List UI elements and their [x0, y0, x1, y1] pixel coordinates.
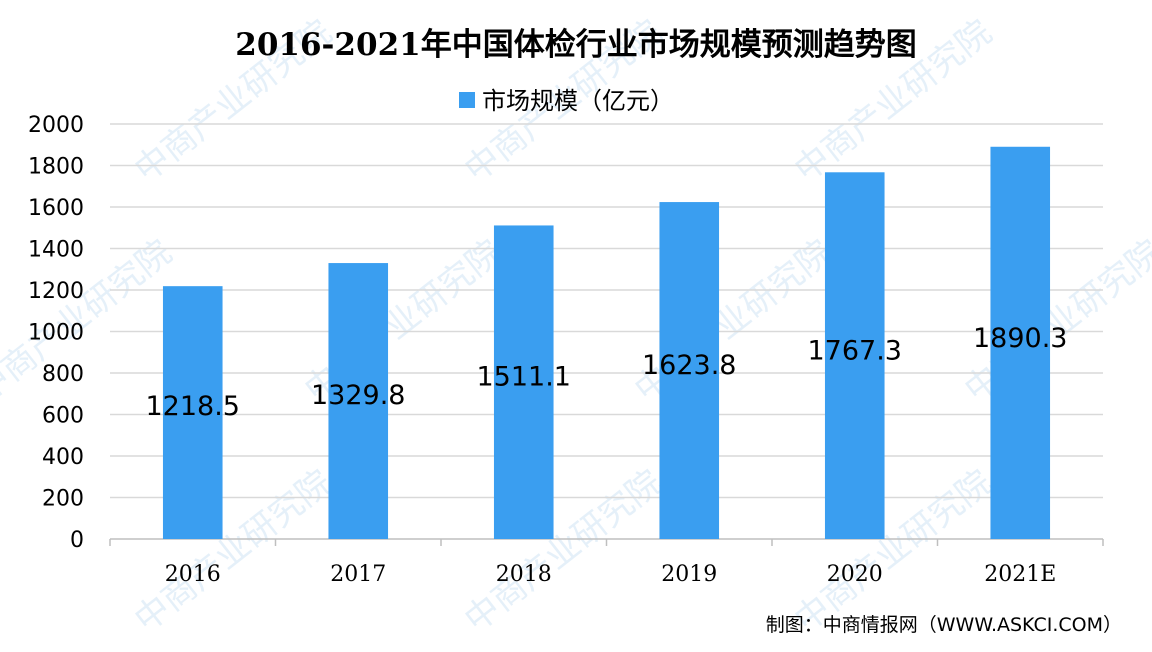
y-tick-label: 1200 — [28, 279, 84, 304]
x-tick-label: 2018 — [496, 562, 552, 587]
watermark-text: 中商产业研究院 — [957, 232, 1152, 410]
watermark-text: 中商产业研究院 — [0, 232, 179, 410]
data-label: 1218.5 — [146, 391, 240, 422]
bar — [493, 225, 554, 539]
watermark-text: 中商产业研究院 — [127, 462, 339, 640]
y-tick-label: 200 — [42, 487, 84, 512]
watermark-text: 中商产业研究院 — [627, 232, 839, 410]
bar — [990, 146, 1051, 539]
gridlines — [110, 123, 1103, 499]
x-tick-label: 2021E — [984, 562, 1056, 587]
data-label: 1890.3 — [973, 323, 1067, 354]
y-tick-label: 600 — [42, 404, 84, 429]
legend-label: 市场规模（亿元） — [482, 87, 674, 115]
y-tick-labels: 0 200 400 600 800 1000 1200 1400 1600 1800 2000 — [28, 113, 84, 553]
y-tick-label: 0 — [70, 528, 84, 553]
x-tick-labels: 2016 2017 2018 2019 2020 2021E — [165, 562, 1057, 587]
x-tick-label: 2016 — [165, 562, 221, 587]
y-tick-label: 400 — [42, 445, 84, 470]
x-tick-label: 2020 — [827, 562, 883, 587]
y-tick-label: 1800 — [28, 155, 84, 180]
y-tick-label: 2000 — [28, 113, 84, 138]
watermark-text: 中商产业研究院 — [457, 462, 669, 640]
bar — [659, 202, 720, 539]
chart-title: 2016-2021年中国体检行业市场规模预测趋势图 — [235, 27, 916, 63]
y-tick-label: 1000 — [28, 321, 84, 346]
y-tick-label: 1400 — [28, 238, 84, 263]
bars — [109, 146, 1104, 546]
data-label: 1767.3 — [808, 335, 902, 366]
data-label: 1623.8 — [642, 350, 736, 381]
y-tick-label: 1600 — [28, 196, 84, 221]
bar — [162, 286, 223, 539]
data-label: 1329.8 — [311, 380, 405, 411]
data-labels: 1218.5 1329.8 1511.1 1623.8 1767.3 1890.3 — [146, 323, 1068, 422]
y-tick-label: 800 — [42, 362, 84, 387]
bar — [824, 172, 885, 539]
x-tick-label: 2019 — [661, 562, 717, 587]
source-note: 制图：中商情报网（WWW.ASKCI.COM） — [766, 614, 1122, 636]
data-label: 1511.1 — [477, 361, 571, 392]
legend-swatch — [459, 92, 475, 108]
x-tick-label: 2017 — [330, 562, 386, 587]
bar — [328, 263, 389, 539]
legend: 市场规模（亿元） — [459, 87, 674, 115]
